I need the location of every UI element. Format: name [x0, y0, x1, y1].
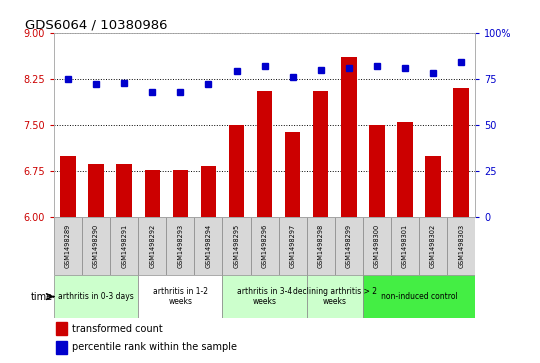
Text: GSM1498295: GSM1498295 [233, 224, 240, 268]
Bar [54, 275, 138, 318]
Bar [145, 170, 160, 217]
Bar [138, 275, 222, 318]
Text: non-induced control: non-induced control [381, 292, 457, 301]
Text: arthritis in 3-4
weeks: arthritis in 3-4 weeks [237, 287, 292, 306]
Text: GDS6064 / 10380986: GDS6064 / 10380986 [24, 19, 167, 32]
Text: time: time [30, 291, 52, 302]
Text: GSM1498299: GSM1498299 [346, 224, 352, 268]
Bar [173, 170, 188, 217]
Bar [447, 217, 475, 275]
Bar [89, 164, 104, 217]
Bar [397, 122, 413, 217]
Bar [335, 217, 363, 275]
Bar [222, 275, 307, 318]
Text: GSM1498303: GSM1498303 [458, 224, 464, 268]
Text: GSM1498291: GSM1498291 [121, 224, 127, 268]
Bar [391, 217, 419, 275]
Text: GSM1498292: GSM1498292 [149, 224, 156, 268]
Bar [257, 91, 272, 217]
Bar [60, 156, 76, 217]
Bar [426, 156, 441, 217]
Bar [56, 322, 66, 335]
Text: GSM1498301: GSM1498301 [402, 224, 408, 268]
Bar [56, 341, 66, 354]
Bar [201, 166, 216, 217]
Bar [194, 217, 222, 275]
Text: GSM1498302: GSM1498302 [430, 224, 436, 268]
Text: GSM1498296: GSM1498296 [261, 224, 268, 268]
Bar [369, 125, 384, 217]
Bar [229, 125, 244, 217]
Text: GSM1498297: GSM1498297 [289, 224, 296, 268]
Text: transformed count: transformed count [72, 324, 163, 334]
Text: arthritis in 0-3 days: arthritis in 0-3 days [58, 292, 134, 301]
Bar [363, 217, 391, 275]
Bar [82, 217, 110, 275]
Bar [454, 88, 469, 217]
Text: GSM1498294: GSM1498294 [205, 224, 212, 268]
Bar [307, 275, 363, 318]
Text: percentile rank within the sample: percentile rank within the sample [72, 342, 237, 352]
Bar [313, 91, 328, 217]
Text: GSM1498290: GSM1498290 [93, 224, 99, 268]
Text: GSM1498289: GSM1498289 [65, 224, 71, 268]
Bar [138, 217, 166, 275]
Bar [341, 57, 356, 217]
Text: GSM1498298: GSM1498298 [318, 224, 324, 268]
Bar [222, 217, 251, 275]
Text: declining arthritis > 2
weeks: declining arthritis > 2 weeks [293, 287, 377, 306]
Text: GSM1498293: GSM1498293 [177, 224, 184, 268]
Bar [279, 217, 307, 275]
Bar [54, 217, 82, 275]
Bar [251, 217, 279, 275]
Bar [285, 132, 300, 217]
Bar [110, 217, 138, 275]
Text: GSM1498300: GSM1498300 [374, 224, 380, 268]
Bar [363, 275, 475, 318]
Text: arthritis in 1-2
weeks: arthritis in 1-2 weeks [153, 287, 208, 306]
Bar [419, 217, 447, 275]
Bar [307, 217, 335, 275]
Bar [117, 164, 132, 217]
Bar [166, 217, 194, 275]
